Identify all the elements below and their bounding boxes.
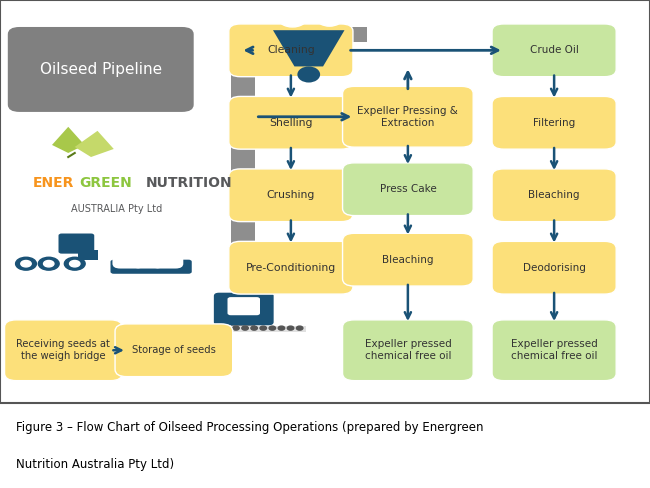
Text: Bleaching: Bleaching xyxy=(382,255,434,264)
FancyBboxPatch shape xyxy=(8,27,194,112)
FancyBboxPatch shape xyxy=(229,97,353,149)
Polygon shape xyxy=(273,30,344,66)
Text: Expeller pressed
chemical free oil: Expeller pressed chemical free oil xyxy=(511,340,597,361)
Circle shape xyxy=(317,10,343,26)
FancyBboxPatch shape xyxy=(151,213,183,268)
Text: Expeller pressed
chemical free oil: Expeller pressed chemical free oil xyxy=(365,340,451,361)
FancyBboxPatch shape xyxy=(492,97,616,149)
FancyBboxPatch shape xyxy=(343,320,473,381)
Circle shape xyxy=(224,326,230,330)
FancyBboxPatch shape xyxy=(111,260,192,274)
FancyBboxPatch shape xyxy=(343,86,473,147)
FancyBboxPatch shape xyxy=(229,24,353,77)
Circle shape xyxy=(21,261,31,267)
Text: Shelling: Shelling xyxy=(269,118,313,128)
Text: ENER: ENER xyxy=(32,176,74,190)
Text: Figure 3 – Flow Chart of Oilseed Processing Operations (prepared by Energreen: Figure 3 – Flow Chart of Oilseed Process… xyxy=(16,421,484,434)
FancyBboxPatch shape xyxy=(5,320,122,381)
FancyBboxPatch shape xyxy=(132,213,164,268)
Text: Receiving seeds at
the weigh bridge: Receiving seeds at the weigh bridge xyxy=(16,340,111,361)
FancyBboxPatch shape xyxy=(492,320,616,381)
Text: AUSTRALIA Pty Ltd: AUSTRALIA Pty Ltd xyxy=(72,204,162,214)
Text: NUTRITION: NUTRITION xyxy=(146,176,233,190)
FancyBboxPatch shape xyxy=(214,293,274,325)
Text: Expeller Pressing &
Extraction: Expeller Pressing & Extraction xyxy=(358,106,458,127)
Text: Cleaning: Cleaning xyxy=(267,45,315,55)
Circle shape xyxy=(269,326,276,330)
FancyBboxPatch shape xyxy=(229,242,353,294)
Circle shape xyxy=(64,257,85,270)
Polygon shape xyxy=(75,131,114,157)
Circle shape xyxy=(242,326,248,330)
FancyBboxPatch shape xyxy=(229,169,353,222)
FancyBboxPatch shape xyxy=(13,250,98,260)
Circle shape xyxy=(278,9,307,27)
Bar xyxy=(214,326,306,332)
FancyBboxPatch shape xyxy=(227,297,260,315)
Text: Oilseed Pipeline: Oilseed Pipeline xyxy=(40,62,162,77)
Circle shape xyxy=(38,257,59,270)
Circle shape xyxy=(214,326,221,330)
Circle shape xyxy=(233,326,239,330)
FancyBboxPatch shape xyxy=(115,324,233,377)
Circle shape xyxy=(44,261,54,267)
Circle shape xyxy=(278,326,285,330)
Bar xyxy=(231,27,367,42)
Text: Press Cake: Press Cake xyxy=(380,184,436,194)
Text: Nutrition Australia Pty Ltd): Nutrition Australia Pty Ltd) xyxy=(16,458,174,471)
Circle shape xyxy=(260,326,266,330)
Circle shape xyxy=(287,326,294,330)
Text: Crushing: Crushing xyxy=(266,190,315,200)
Polygon shape xyxy=(52,127,84,153)
Ellipse shape xyxy=(298,66,320,82)
Text: Bleaching: Bleaching xyxy=(528,190,580,200)
Text: GREEN: GREEN xyxy=(79,176,132,190)
Text: Crude Oil: Crude Oil xyxy=(530,45,578,55)
Circle shape xyxy=(251,326,257,330)
FancyBboxPatch shape xyxy=(492,24,616,77)
Text: Pre-Conditioning: Pre-Conditioning xyxy=(246,263,336,273)
Bar xyxy=(231,32,255,326)
Circle shape xyxy=(16,257,36,270)
Text: Storage of seeds: Storage of seeds xyxy=(132,346,216,355)
FancyBboxPatch shape xyxy=(492,169,616,222)
FancyBboxPatch shape xyxy=(492,242,616,294)
Text: Deodorising: Deodorising xyxy=(523,263,586,273)
FancyBboxPatch shape xyxy=(3,229,78,264)
Bar xyxy=(231,268,367,284)
FancyBboxPatch shape xyxy=(343,163,473,216)
Circle shape xyxy=(298,5,326,23)
FancyBboxPatch shape xyxy=(112,213,144,268)
FancyBboxPatch shape xyxy=(58,233,94,254)
Circle shape xyxy=(70,261,80,267)
FancyBboxPatch shape xyxy=(343,233,473,286)
Circle shape xyxy=(296,326,303,330)
Text: Filtering: Filtering xyxy=(533,118,575,128)
